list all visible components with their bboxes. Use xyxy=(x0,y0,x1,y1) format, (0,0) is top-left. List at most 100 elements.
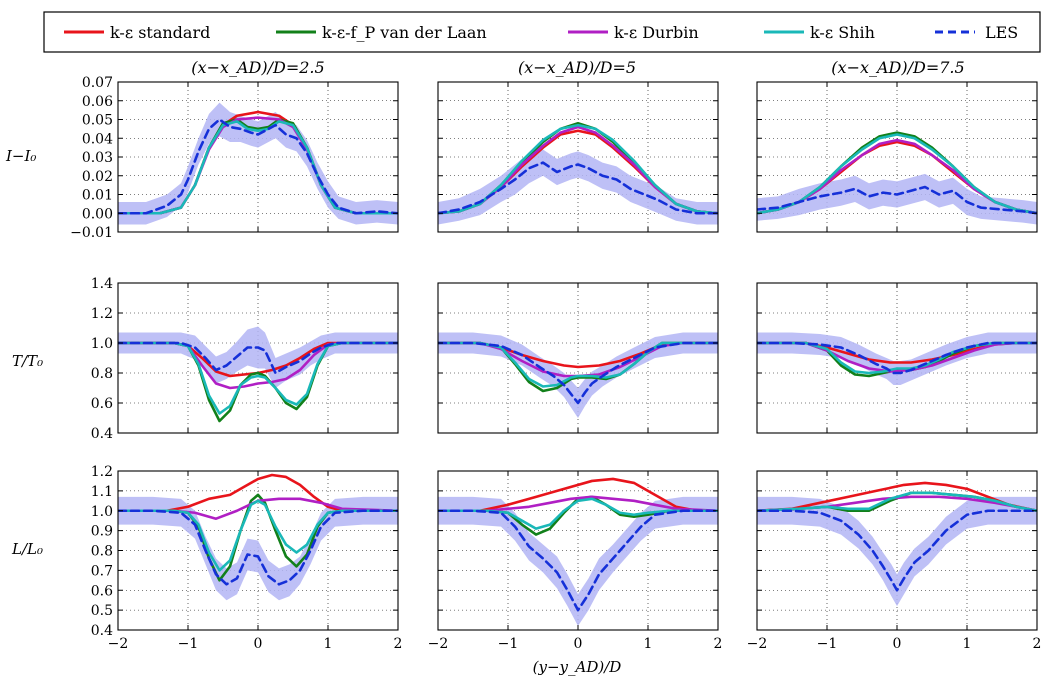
panel-r1-c0: 0.4 0.6 0.8 1.0 1.2 1.4 xyxy=(91,276,399,442)
plot-area xyxy=(757,131,1037,225)
legend-entry-4: k-ε Shih xyxy=(764,23,875,42)
legend-label: k-ε Shih xyxy=(810,23,875,42)
les-uncertainty-band xyxy=(118,326,398,388)
legend-entry-1: k-ε standard xyxy=(64,23,210,42)
plot-area xyxy=(438,121,718,225)
y-tick-label: 1.0 xyxy=(91,504,113,520)
y-tick-label: 1.0 xyxy=(91,336,113,352)
y-tick-label: 0.6 xyxy=(91,396,113,412)
les-uncertainty-band xyxy=(438,496,718,627)
plot-area xyxy=(118,102,398,225)
y-tick-label: 0.01 xyxy=(82,188,113,204)
y-tick-label: 0.05 xyxy=(82,113,113,129)
x-tick-label: 0 xyxy=(254,636,263,652)
panel-r2-c2: −2 −1 0 1 2 xyxy=(747,470,1041,652)
y-tick-label: 0.8 xyxy=(91,544,113,560)
series-line xyxy=(118,341,398,415)
series-line xyxy=(438,509,718,612)
x-tick-label: 0 xyxy=(574,636,583,652)
panel-frame xyxy=(756,282,1038,434)
x-tick-label: 1 xyxy=(963,636,972,652)
series-line xyxy=(438,477,718,513)
column-title: (x−x_AD)/D=7.5 xyxy=(831,58,964,77)
legend-entry-5: LES xyxy=(935,23,1018,42)
legend-label: k-ε standard xyxy=(110,23,210,42)
x-tick-label: −2 xyxy=(108,636,129,652)
series-line xyxy=(118,509,398,586)
row-label: T/T₀ xyxy=(12,352,43,370)
series-line xyxy=(757,481,1037,513)
x-tick-label: −2 xyxy=(747,636,768,652)
y-tick-label: 0.9 xyxy=(91,524,113,540)
panel-r1-c1 xyxy=(437,282,719,434)
y-tick-label: 0.8 xyxy=(91,366,113,382)
legend-label: LES xyxy=(985,23,1018,42)
y-tick-label: 1.2 xyxy=(91,306,113,322)
legend-label: k-ε Durbin xyxy=(614,23,699,42)
y-tick-label: 0.06 xyxy=(82,94,113,110)
x-tick-label: 0 xyxy=(893,636,902,652)
y-tick-label: 0.5 xyxy=(91,603,113,619)
plot-area xyxy=(438,332,718,418)
series-line xyxy=(118,473,398,513)
x-tick-label: 2 xyxy=(714,636,723,652)
y-tick-label: 1.4 xyxy=(91,276,113,292)
les-uncertainty-band xyxy=(757,332,1037,385)
column-title: (x−x_AD)/D=2.5 xyxy=(191,58,324,77)
y-tick-label: 0.02 xyxy=(82,169,113,185)
series-line xyxy=(757,133,1037,215)
panel-r0-c2 xyxy=(756,81,1038,233)
panel-r0-c0: −0.01 0.00 0.01 0.02 0.03 0.04 0.05 0.06 0.07 xyxy=(70,75,399,241)
x-tick-label: −1 xyxy=(498,636,519,652)
les-uncertainty-band xyxy=(118,496,398,601)
x-tick-label: −1 xyxy=(178,636,199,652)
y-tick-label: 0.04 xyxy=(82,131,113,147)
panel-r0-c1 xyxy=(437,81,719,233)
legend-entry-2: k-ε-f_P van der Laan xyxy=(276,23,487,42)
legend-frame xyxy=(43,11,1041,53)
series-line xyxy=(438,497,718,530)
x-tick-label: −2 xyxy=(428,636,449,652)
y-tick-label: 0.7 xyxy=(91,563,113,579)
series-line xyxy=(438,341,718,405)
plot-area xyxy=(757,332,1037,385)
panel-r1-c2 xyxy=(756,282,1038,434)
panel-r2-c0: −2 −1 0 1 2 0.4 0.5 0.6 0.7 0.8 0.9 1.0 1.1 1.2 xyxy=(91,464,403,652)
les-uncertainty-band xyxy=(438,149,718,225)
plot-area xyxy=(757,481,1037,607)
x-tick-label: 1 xyxy=(324,636,333,652)
row-label: L/L₀ xyxy=(11,540,43,558)
series-line xyxy=(438,495,718,513)
legend-entry-3: k-ε Durbin xyxy=(568,23,699,42)
x-tick-label: 2 xyxy=(394,636,403,652)
y-tick-label: 0.03 xyxy=(82,150,113,166)
y-tick-label: 0.4 xyxy=(91,426,113,442)
plot-area xyxy=(118,326,398,423)
series-line xyxy=(757,341,1037,375)
series-line xyxy=(757,509,1037,592)
x-tick-label: −1 xyxy=(817,636,838,652)
legend: k-ε standard k-ε-f_P van der Laan k-ε Du… xyxy=(43,11,1041,53)
y-tick-label: 0.00 xyxy=(82,206,113,222)
panel-r2-c1: −2 −1 0 1 2 xyxy=(428,470,723,652)
y-tick-label: 1.2 xyxy=(91,464,113,480)
y-tick-label: 0.4 xyxy=(91,623,113,639)
series-line xyxy=(438,161,718,215)
x-tick-label: 1 xyxy=(644,636,653,652)
series-line xyxy=(757,491,1037,513)
series-line xyxy=(757,185,1037,215)
column-title: (x−x_AD)/D=5 xyxy=(518,58,636,77)
series-line xyxy=(118,499,398,572)
y-tick-label: 1.1 xyxy=(91,484,113,500)
legend-label: k-ε-f_P van der Laan xyxy=(322,23,487,42)
y-tick-label: −0.01 xyxy=(70,225,113,241)
plot-area xyxy=(438,477,718,627)
y-tick-label: 0.07 xyxy=(82,75,113,91)
row-label: I−I₀ xyxy=(5,147,36,165)
series-line xyxy=(118,341,398,375)
les-uncertainty-band xyxy=(757,173,1037,225)
x-axis-label: (y−y_AD)/D xyxy=(533,658,622,676)
y-tick-label: 0.6 xyxy=(91,583,113,599)
series-line xyxy=(118,118,398,215)
panels: −0.01 0.00 0.01 0.02 0.03 0.04 0.05 0.06 0.07 0.4… xyxy=(70,75,1041,652)
